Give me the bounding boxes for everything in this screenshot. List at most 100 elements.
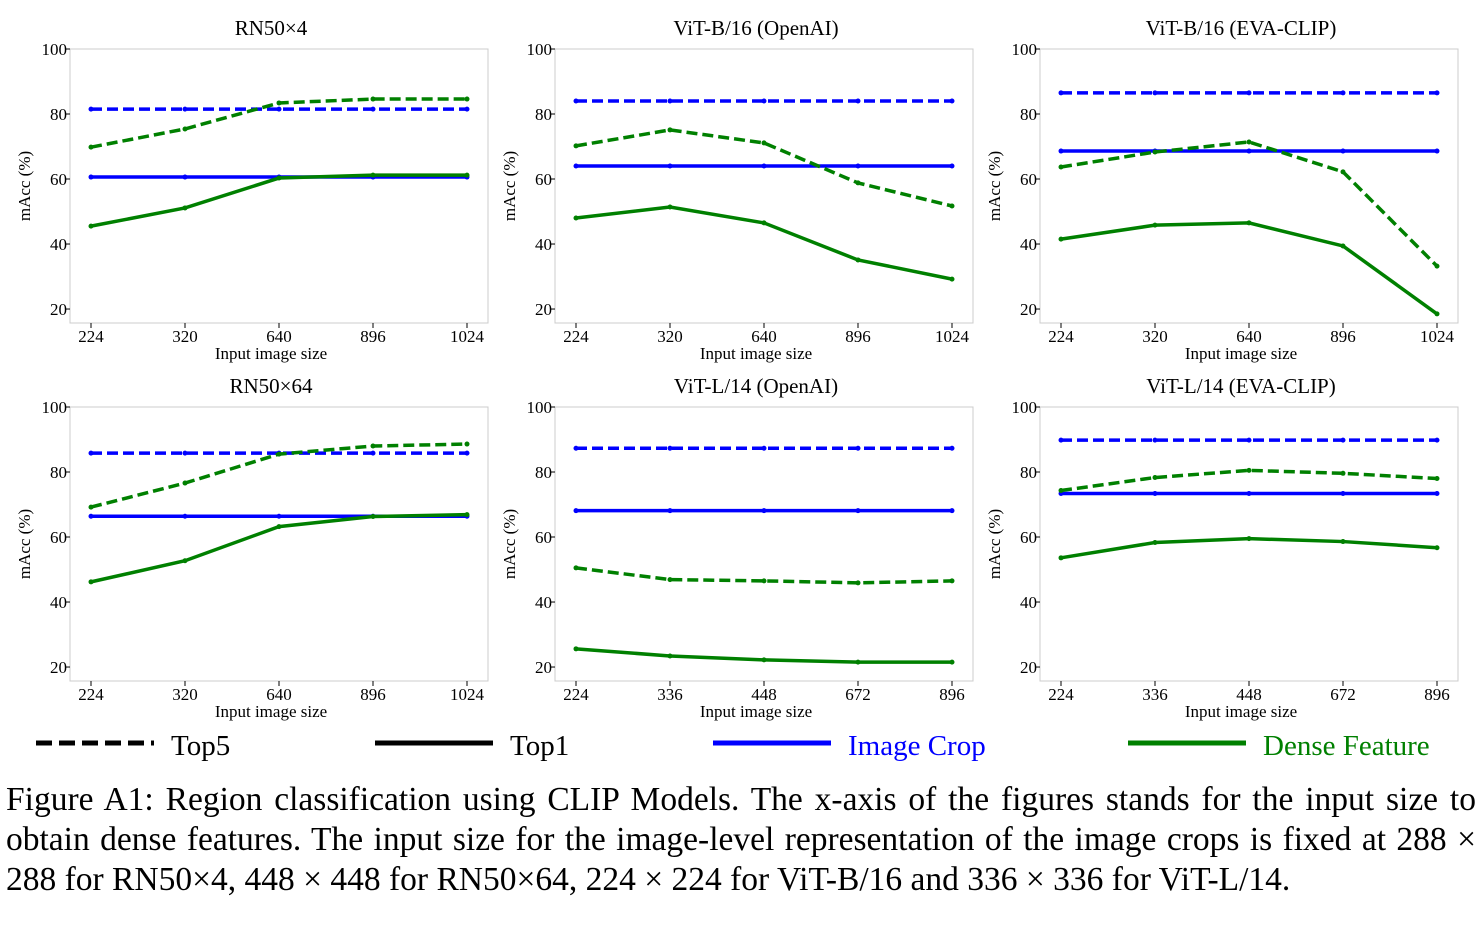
data-point bbox=[1246, 437, 1252, 443]
x-tick-label: 896 bbox=[939, 685, 965, 704]
data-point bbox=[667, 98, 673, 104]
data-point bbox=[949, 659, 955, 665]
data-point bbox=[276, 106, 282, 112]
data-point bbox=[1152, 475, 1158, 481]
y-tick-label: 60 bbox=[535, 528, 552, 547]
data-point bbox=[667, 577, 673, 583]
data-point bbox=[855, 580, 861, 586]
y-tick-label: 100 bbox=[42, 40, 68, 59]
x-tick-label: 672 bbox=[845, 685, 871, 704]
data-point bbox=[1058, 90, 1064, 96]
data-point bbox=[370, 450, 376, 456]
data-point bbox=[1340, 490, 1346, 496]
x-tick-label: 1024 bbox=[450, 327, 485, 346]
data-point bbox=[1152, 490, 1158, 496]
data-point bbox=[1246, 536, 1252, 542]
x-tick-label: 224 bbox=[1048, 685, 1074, 704]
data-point bbox=[855, 659, 861, 665]
x-tick-label: 336 bbox=[1142, 685, 1168, 704]
subplot-title: ViT-L/14 (OpenAI) bbox=[674, 374, 838, 398]
plot-frame bbox=[554, 48, 974, 324]
data-point bbox=[761, 220, 767, 226]
data-point bbox=[1434, 437, 1440, 443]
x-tick-label: 1024 bbox=[1420, 327, 1455, 346]
data-point bbox=[949, 445, 955, 451]
data-point bbox=[855, 508, 861, 514]
y-tick-label: 20 bbox=[1020, 300, 1037, 319]
x-tick-label: 336 bbox=[657, 685, 683, 704]
data-point bbox=[1340, 169, 1346, 175]
x-axis-label: Input image size bbox=[1185, 344, 1297, 363]
data-point bbox=[1340, 539, 1346, 545]
y-tick-label: 60 bbox=[50, 528, 67, 547]
x-tick-label: 896 bbox=[845, 327, 871, 346]
data-point bbox=[1058, 164, 1064, 170]
y-tick-label: 40 bbox=[50, 235, 67, 254]
data-point bbox=[1434, 545, 1440, 551]
data-point bbox=[1340, 470, 1346, 476]
x-axis-label: Input image size bbox=[215, 344, 327, 363]
data-point bbox=[855, 180, 861, 186]
data-point bbox=[573, 143, 579, 149]
y-tick-label: 80 bbox=[535, 463, 552, 482]
subplot-title: ViT-B/16 (EVA-CLIP) bbox=[1146, 16, 1337, 40]
data-point bbox=[1434, 90, 1440, 96]
x-tick-label: 672 bbox=[1330, 685, 1356, 704]
data-point bbox=[1340, 243, 1346, 249]
series-line-top5-dense-feature bbox=[1060, 468, 1438, 493]
data-point bbox=[667, 508, 673, 514]
y-axis-label: mAcc (%) bbox=[15, 151, 34, 221]
y-tick-label: 40 bbox=[1020, 593, 1037, 612]
data-point bbox=[276, 100, 282, 106]
y-axis-label: mAcc (%) bbox=[15, 509, 34, 579]
x-tick-label: 1024 bbox=[935, 327, 970, 346]
data-point bbox=[1058, 236, 1064, 242]
x-axis-label: Input image size bbox=[700, 344, 812, 363]
y-axis-label: mAcc (%) bbox=[500, 151, 519, 221]
data-point bbox=[1246, 490, 1252, 496]
data-point bbox=[573, 98, 579, 104]
data-point bbox=[855, 257, 861, 263]
data-point bbox=[370, 106, 376, 112]
data-point bbox=[949, 98, 955, 104]
data-point bbox=[464, 172, 470, 178]
data-point bbox=[855, 445, 861, 451]
data-point bbox=[1246, 148, 1252, 154]
y-tick-label: 100 bbox=[527, 398, 553, 417]
data-point bbox=[276, 451, 282, 457]
data-point bbox=[573, 215, 579, 221]
y-tick-label: 80 bbox=[1020, 105, 1037, 124]
data-point bbox=[1058, 437, 1064, 443]
series-line-top5-dense-feature bbox=[575, 566, 953, 585]
data-point bbox=[1340, 437, 1346, 443]
legend-label: Top5 bbox=[171, 730, 230, 762]
figure-caption: Figure A1: Region classification using C… bbox=[6, 781, 1476, 898]
subplot-title: RN50×4 bbox=[235, 16, 308, 40]
data-point bbox=[1434, 263, 1440, 269]
data-point bbox=[370, 172, 376, 178]
data-point bbox=[855, 163, 861, 169]
x-tick-label: 640 bbox=[751, 327, 777, 346]
y-tick-label: 80 bbox=[50, 105, 67, 124]
data-point bbox=[182, 450, 188, 456]
y-tick-label: 20 bbox=[535, 300, 552, 319]
data-point bbox=[667, 653, 673, 659]
figure: RN50×4 20 40 60 80 100 224 320 640 896 1024 Input i… bbox=[15, 16, 1459, 762]
data-point bbox=[464, 512, 470, 518]
data-point bbox=[761, 445, 767, 451]
subplot-0: RN50×4 20 40 60 80 100 224 320 640 896 1024 Input i… bbox=[15, 16, 489, 363]
y-tick-label: 100 bbox=[1012, 398, 1038, 417]
y-tick-label: 60 bbox=[1020, 170, 1037, 189]
subplot-4: ViT-L/14 (OpenAI) 20 40 60 80 100 224 336 448 672… bbox=[500, 374, 974, 721]
data-point bbox=[1152, 90, 1158, 96]
data-point bbox=[761, 578, 767, 584]
data-point bbox=[1246, 139, 1252, 145]
subplot-3: RN50×64 20 40 60 80 100 224 320 640 896 1024 Input … bbox=[15, 374, 489, 721]
data-point bbox=[88, 450, 94, 456]
data-point bbox=[182, 513, 188, 519]
data-point bbox=[1152, 540, 1158, 546]
data-point bbox=[1152, 149, 1158, 155]
series-line-top1-dense-feature bbox=[1060, 221, 1439, 316]
y-tick-label: 40 bbox=[50, 593, 67, 612]
data-point bbox=[1434, 490, 1440, 496]
